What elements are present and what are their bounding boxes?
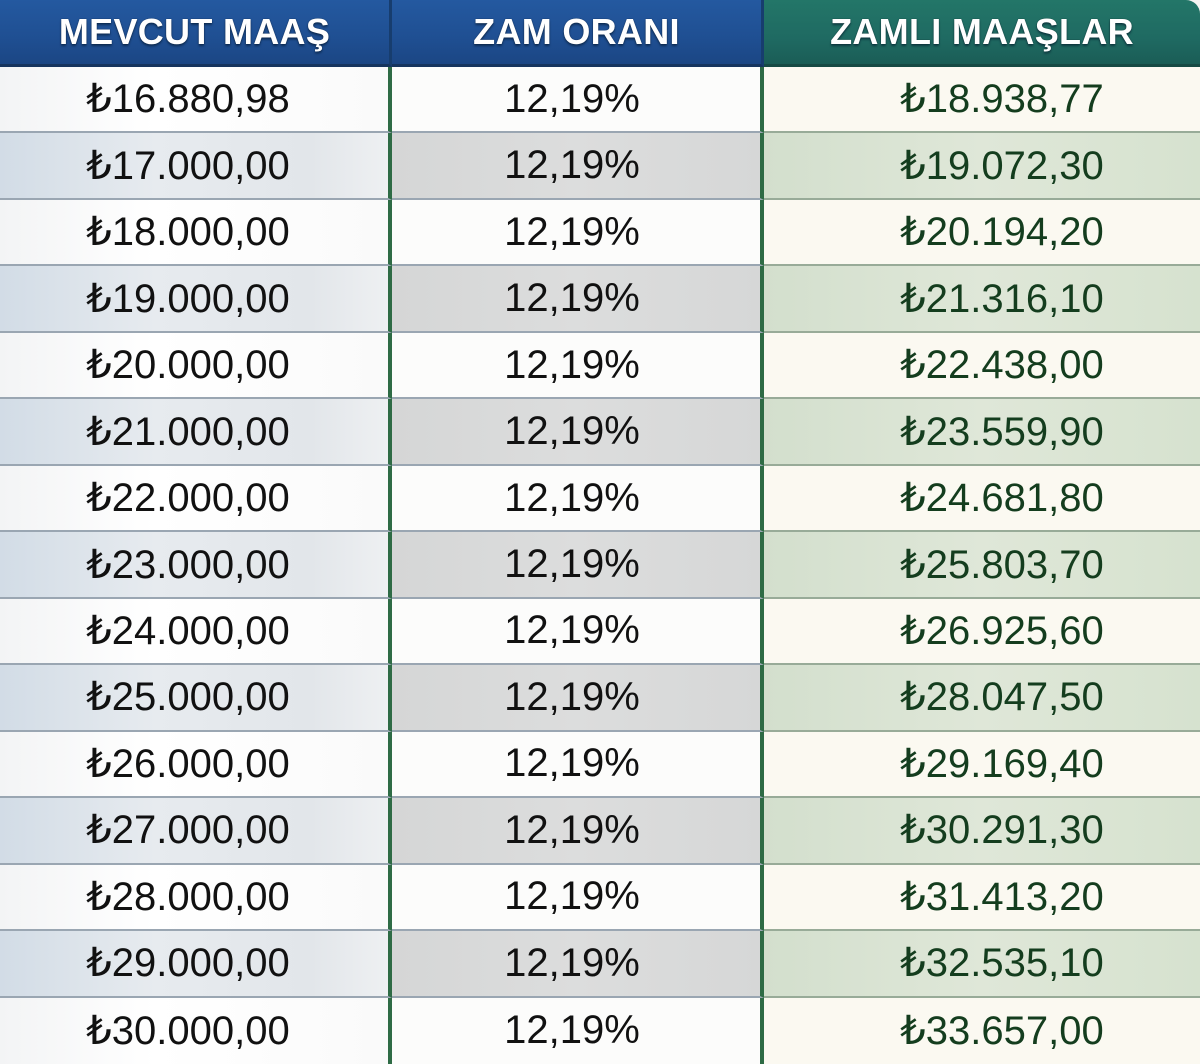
raised-salary-cell: ₺26.925,60: [764, 598, 1200, 666]
current-salary-cell: ₺18.000,00: [0, 199, 392, 267]
raised-salary-cell: ₺21.316,10: [764, 266, 1200, 333]
raise-rate-cell: 12,19%: [392, 532, 764, 599]
raised-salary-cell: ₺20.194,20: [764, 199, 1200, 267]
raised-salary-cell: ₺25.803,70: [764, 532, 1200, 599]
raised-salary-cell: ₺31.413,20: [764, 864, 1200, 932]
current-salary-cell: ₺28.000,00: [0, 864, 392, 932]
header-current-salary: MEVCUT MAAŞ: [0, 0, 392, 67]
current-salary-cell: ₺25.000,00: [0, 665, 392, 732]
raised-salary-cell: ₺32.535,10: [764, 931, 1200, 998]
current-salary-cell: ₺22.000,00: [0, 465, 392, 533]
header-raise-rate: ZAM ORANI: [392, 0, 764, 67]
raise-rate-cell: 12,19%: [392, 731, 764, 799]
current-salary-cell: ₺21.000,00: [0, 399, 392, 466]
raise-rate-cell: 12,19%: [392, 931, 764, 998]
raised-salary-cell: ₺22.438,00: [764, 332, 1200, 400]
raise-rate-cell: 12,19%: [392, 864, 764, 932]
raised-salary-cell: ₺19.072,30: [764, 133, 1200, 200]
raised-salary-cell: ₺33.657,00: [764, 997, 1200, 1064]
raise-rate-cell: 12,19%: [392, 67, 764, 134]
current-salary-cell: ₺27.000,00: [0, 798, 392, 865]
current-salary-cell: ₺17.000,00: [0, 133, 392, 200]
header-raised-salaries: ZAMLI MAAŞLAR: [764, 0, 1200, 67]
raise-rate-cell: 12,19%: [392, 199, 764, 267]
raise-rate-cell: 12,19%: [392, 399, 764, 466]
current-salary-cell: ₺30.000,00: [0, 997, 392, 1064]
current-salary-cell: ₺20.000,00: [0, 332, 392, 400]
current-salary-cell: ₺26.000,00: [0, 731, 392, 799]
raised-salary-cell: ₺28.047,50: [764, 665, 1200, 732]
current-salary-cell: ₺23.000,00: [0, 532, 392, 599]
raise-rate-cell: 12,19%: [392, 997, 764, 1064]
raise-rate-cell: 12,19%: [392, 465, 764, 533]
raise-rate-cell: 12,19%: [392, 665, 764, 732]
raise-rate-cell: 12,19%: [392, 332, 764, 400]
raised-salary-cell: ₺30.291,30: [764, 798, 1200, 865]
current-salary-cell: ₺29.000,00: [0, 931, 392, 998]
current-salary-cell: ₺19.000,00: [0, 266, 392, 333]
raised-salary-cell: ₺24.681,80: [764, 465, 1200, 533]
raise-rate-cell: 12,19%: [392, 266, 764, 333]
raise-rate-cell: 12,19%: [392, 798, 764, 865]
raise-rate-cell: 12,19%: [392, 133, 764, 200]
raised-salary-cell: ₺18.938,77: [764, 67, 1200, 134]
current-salary-cell: ₺16.880,98: [0, 67, 392, 134]
raise-rate-cell: 12,19%: [392, 598, 764, 666]
raised-salary-cell: ₺29.169,40: [764, 731, 1200, 799]
current-salary-cell: ₺24.000,00: [0, 598, 392, 666]
raised-salary-cell: ₺23.559,90: [764, 399, 1200, 466]
